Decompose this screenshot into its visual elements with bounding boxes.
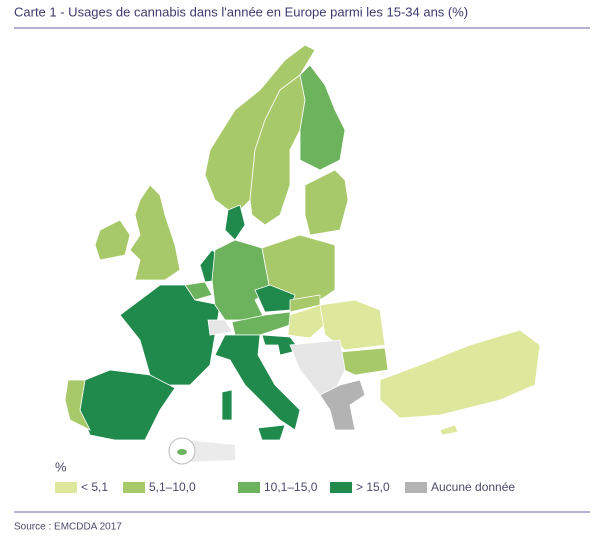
legend-label: 10,1–15,0 xyxy=(264,480,318,494)
legend-label: > 15,0 xyxy=(356,480,390,494)
legend: < 5,1 5,1–10,0 10,1–15,0 > 15,0 Aucune donné… xyxy=(55,480,515,494)
country xyxy=(319,299,386,351)
legend-swatch xyxy=(238,482,260,493)
legend-label: Aucune donnée xyxy=(431,480,515,494)
country xyxy=(64,379,91,431)
country xyxy=(379,329,541,419)
title: Carte 1 - Usages de cannabis dans l'anné… xyxy=(14,4,468,19)
source: Source : EMCDDA 2017 xyxy=(14,522,122,533)
legend-label: 5,1–10,0 xyxy=(149,480,196,494)
country xyxy=(79,369,176,441)
inset-beam xyxy=(185,440,235,462)
country xyxy=(339,347,389,376)
country xyxy=(224,204,246,241)
country xyxy=(119,284,221,386)
country xyxy=(261,334,301,356)
country xyxy=(177,449,187,455)
legend-label: < 5,1 xyxy=(81,480,108,494)
legend-swatch xyxy=(330,482,352,493)
country xyxy=(319,379,366,431)
map xyxy=(64,44,541,465)
country xyxy=(94,219,131,261)
country xyxy=(214,334,301,431)
country xyxy=(287,304,331,339)
country xyxy=(304,169,349,236)
country xyxy=(257,424,286,441)
country xyxy=(299,64,346,171)
country xyxy=(439,424,459,436)
country xyxy=(221,389,233,421)
legend-swatch xyxy=(55,482,77,493)
country xyxy=(129,184,181,281)
legend-swatch xyxy=(123,482,145,493)
legend-swatch xyxy=(405,482,427,493)
country xyxy=(211,239,271,321)
legend-title: % xyxy=(55,459,67,474)
country-no-data xyxy=(207,319,233,336)
